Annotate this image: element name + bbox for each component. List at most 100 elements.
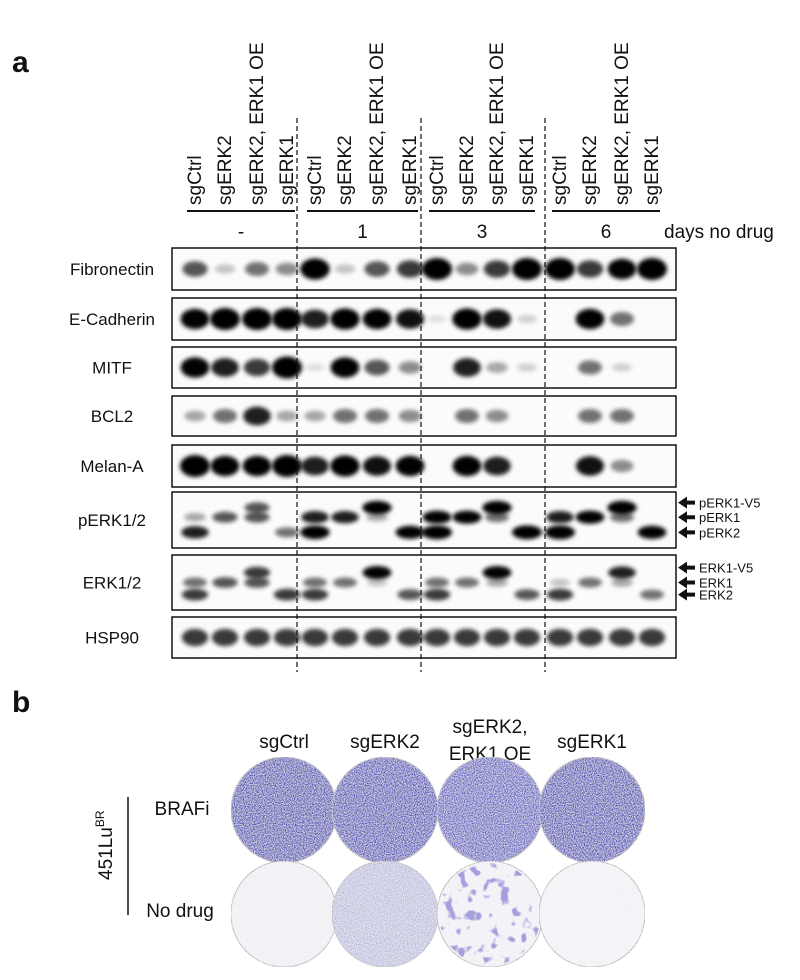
band bbox=[517, 314, 537, 324]
band bbox=[333, 409, 357, 423]
band bbox=[273, 628, 301, 647]
cell-line-name: 451Lu bbox=[96, 827, 117, 880]
row-label: No drug bbox=[146, 901, 214, 922]
blot-label: MITF bbox=[92, 359, 132, 378]
band bbox=[362, 308, 392, 330]
band bbox=[331, 628, 359, 647]
band bbox=[397, 589, 423, 600]
band bbox=[210, 308, 240, 330]
band bbox=[578, 577, 602, 588]
band bbox=[212, 577, 238, 588]
band bbox=[242, 455, 272, 477]
band bbox=[486, 362, 508, 373]
lane-label: sgERK2 bbox=[335, 135, 356, 205]
band bbox=[362, 500, 392, 515]
band bbox=[396, 628, 424, 647]
band bbox=[452, 455, 482, 477]
blot bbox=[171, 247, 677, 291]
marker-arrow bbox=[678, 511, 695, 524]
blot bbox=[171, 616, 677, 659]
band bbox=[181, 526, 209, 539]
band bbox=[608, 628, 636, 647]
band bbox=[398, 361, 422, 374]
band bbox=[546, 588, 574, 601]
blot-label: Fibronectin bbox=[70, 260, 154, 279]
blot bbox=[171, 395, 677, 437]
band bbox=[485, 409, 509, 423]
band bbox=[273, 588, 301, 601]
band bbox=[395, 309, 425, 329]
marker-label: pERK2 bbox=[699, 525, 740, 540]
blot-label: E-Cadherin bbox=[69, 310, 155, 329]
band bbox=[637, 525, 667, 539]
lane-label: sgERK2 bbox=[457, 135, 478, 205]
band bbox=[330, 357, 360, 378]
band bbox=[180, 455, 210, 477]
marker-arrow bbox=[678, 576, 695, 589]
marker-arrow bbox=[678, 526, 695, 539]
group-label: 6 bbox=[601, 222, 612, 243]
band bbox=[300, 258, 330, 280]
marker-label: ERK2 bbox=[699, 588, 733, 603]
band bbox=[333, 577, 357, 588]
band bbox=[545, 525, 575, 540]
band bbox=[640, 589, 664, 600]
band bbox=[610, 312, 634, 326]
band bbox=[546, 511, 574, 524]
band bbox=[181, 588, 209, 601]
band bbox=[182, 261, 208, 277]
time-label: days no drug bbox=[664, 222, 774, 243]
lane-label: sgERK1 bbox=[642, 135, 663, 205]
band bbox=[425, 577, 449, 588]
band bbox=[214, 264, 236, 274]
band bbox=[422, 258, 452, 280]
lane-label: sgERK1 bbox=[517, 135, 538, 205]
band bbox=[423, 588, 451, 601]
band bbox=[180, 308, 210, 330]
band bbox=[607, 258, 637, 280]
band bbox=[485, 512, 509, 523]
band bbox=[364, 261, 390, 277]
group-label: 1 bbox=[357, 222, 368, 243]
blot bbox=[171, 297, 677, 341]
band bbox=[512, 525, 542, 540]
column-label: sgCtrl bbox=[259, 732, 309, 753]
column-label: sgERK2 bbox=[350, 732, 420, 753]
band bbox=[301, 628, 329, 647]
blot-label: pERK1/2 bbox=[78, 511, 146, 530]
band bbox=[362, 566, 392, 580]
band bbox=[638, 628, 666, 647]
band bbox=[427, 315, 447, 323]
band bbox=[395, 525, 425, 539]
band bbox=[396, 260, 424, 278]
band bbox=[243, 628, 271, 647]
lane-label: sgERK2 bbox=[580, 135, 601, 205]
lane-label: sgCtrl bbox=[305, 155, 326, 205]
marker-arrow bbox=[678, 496, 695, 509]
band bbox=[242, 308, 272, 330]
band bbox=[482, 566, 512, 580]
group-label: 3 bbox=[477, 222, 488, 243]
plate bbox=[436, 756, 544, 864]
marker-arrow bbox=[678, 588, 695, 601]
band bbox=[513, 628, 541, 647]
lane-label: sgERK1 bbox=[277, 135, 298, 205]
band bbox=[486, 578, 508, 587]
group-label: - bbox=[238, 222, 244, 243]
band bbox=[212, 511, 238, 523]
lane-label: sgCtrl bbox=[427, 155, 448, 205]
band bbox=[301, 588, 329, 601]
band bbox=[452, 308, 482, 330]
band bbox=[610, 459, 634, 473]
band bbox=[180, 357, 210, 378]
band bbox=[272, 356, 302, 379]
band bbox=[512, 258, 542, 280]
band bbox=[363, 628, 391, 647]
band bbox=[211, 358, 239, 377]
band bbox=[362, 456, 392, 476]
band bbox=[243, 566, 271, 579]
band bbox=[213, 409, 237, 423]
panel-label: a bbox=[12, 46, 29, 79]
blot bbox=[171, 444, 677, 488]
band bbox=[301, 511, 329, 524]
